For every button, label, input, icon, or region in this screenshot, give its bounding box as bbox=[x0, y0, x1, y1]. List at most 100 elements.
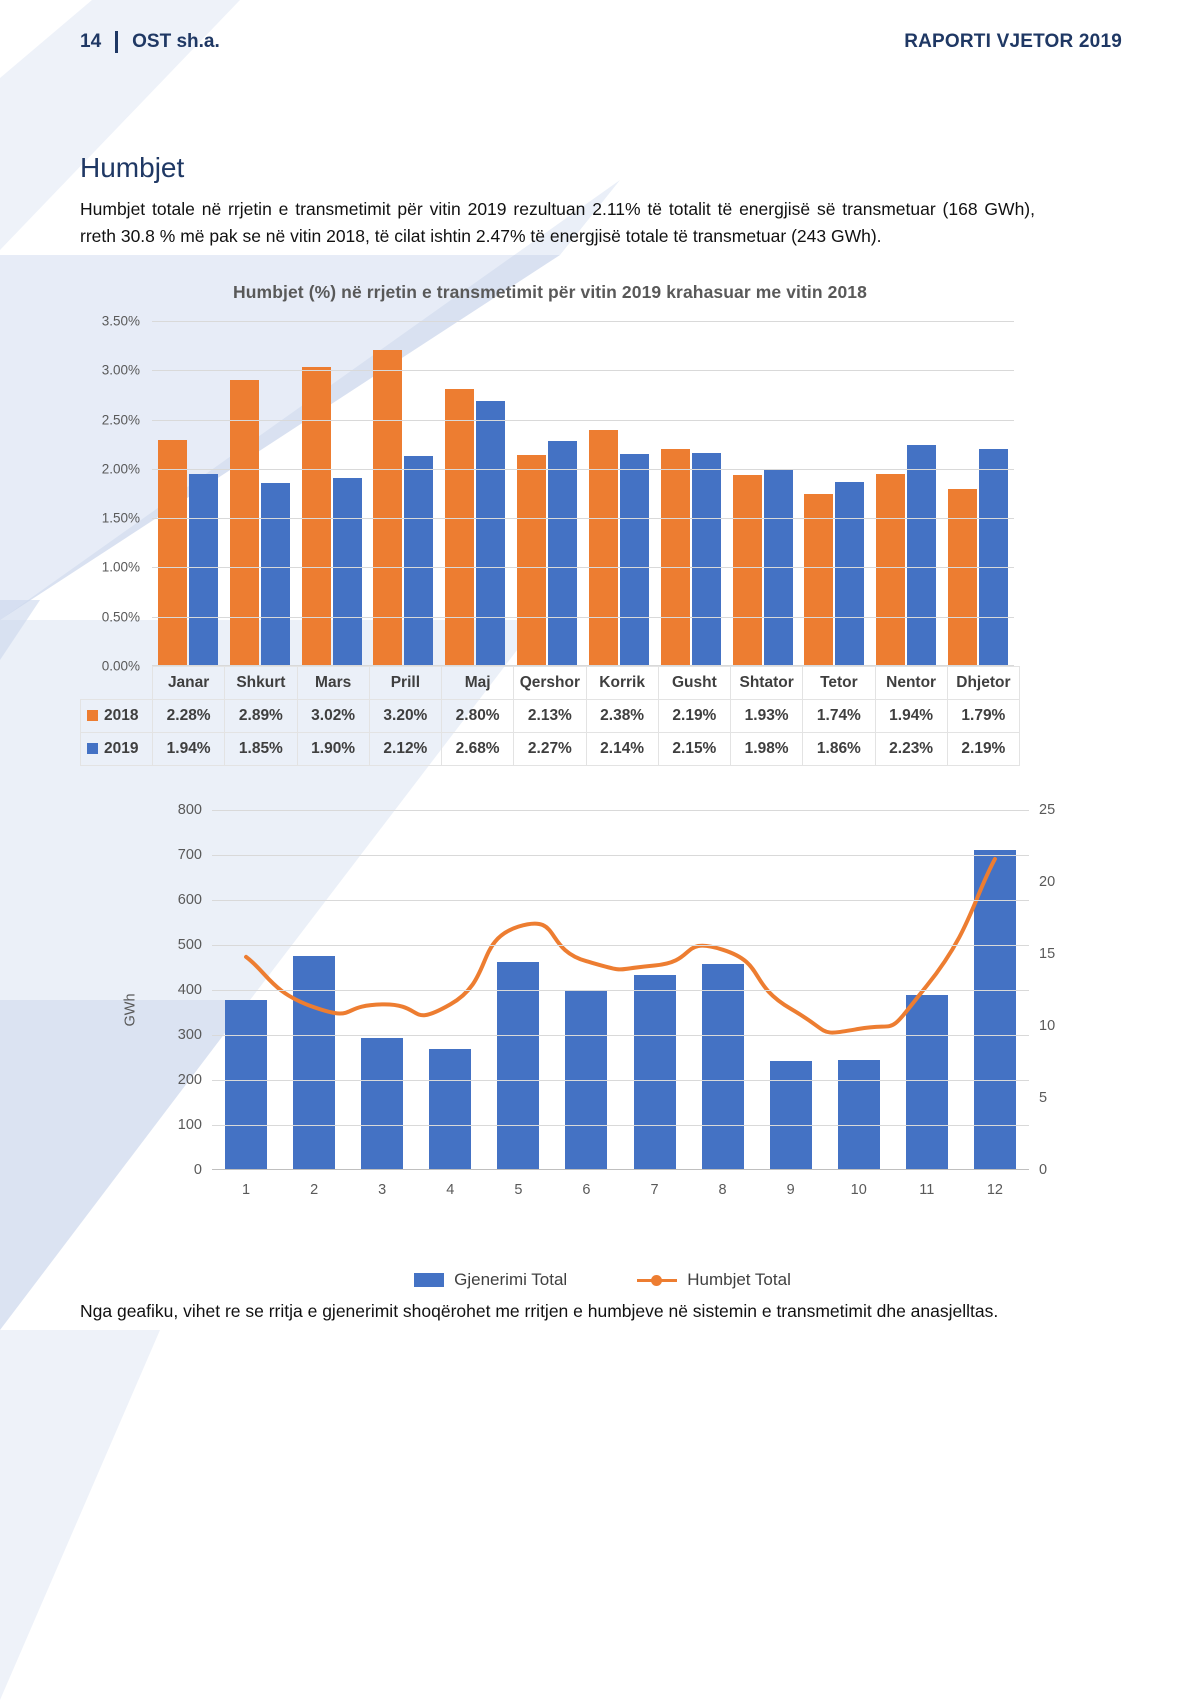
chart1-bar-2019 bbox=[260, 482, 290, 665]
chart1-bar-2018 bbox=[445, 389, 475, 665]
table-cell: 2.28% bbox=[151, 699, 226, 733]
table-cell: 1.93% bbox=[729, 699, 804, 733]
chart1-bar-2018 bbox=[229, 380, 259, 665]
chart2-category-group bbox=[348, 810, 416, 1170]
table-cell: 2.89% bbox=[224, 699, 298, 733]
chart2-y2-tick: 15 bbox=[1039, 946, 1056, 962]
chart1-bar-2019 bbox=[548, 441, 578, 665]
table-cell: 3.20% bbox=[368, 699, 443, 733]
chart1-bar-2018 bbox=[157, 440, 187, 665]
table-cell: 1.74% bbox=[802, 699, 876, 733]
chart1-gridline bbox=[152, 518, 1014, 520]
legend-swatch-line-icon bbox=[637, 1273, 678, 1287]
chart1-gridline bbox=[152, 419, 1014, 421]
chart1-bar-2019 bbox=[619, 454, 649, 665]
chart2-x-tick: 12 bbox=[986, 1182, 1003, 1198]
chart2-category-group bbox=[620, 810, 688, 1170]
table-column-header: Shkurt bbox=[224, 666, 298, 700]
chart1-category-group bbox=[798, 321, 870, 665]
header-left-group: 14 OST sh.a. bbox=[80, 31, 220, 53]
table-cell: 2.12% bbox=[368, 732, 443, 766]
legend-swatch-icon bbox=[87, 743, 98, 755]
chart2-x-tick: 11 bbox=[919, 1182, 935, 1198]
chart1-gridline bbox=[152, 370, 1014, 372]
chart2-y-tick: 300 bbox=[177, 1027, 202, 1043]
chart2-bar bbox=[905, 994, 948, 1170]
page-header: 14 OST sh.a. RAPORTI VJETOR 2019 bbox=[80, 22, 1122, 62]
chart2-gridline bbox=[212, 900, 1029, 901]
table-row-label-2019: 2019 bbox=[80, 732, 153, 766]
chart2-line-path bbox=[244, 856, 997, 1035]
table-cell: 1.90% bbox=[296, 732, 370, 766]
chart1-category-group bbox=[367, 321, 439, 665]
chart1-y-axis: 3.50% 3.00% 2.50% 2.00% 1.50% 1.00% 0.50% 0.00% bbox=[80, 314, 148, 674]
table-row-label-2018: 2018 bbox=[80, 699, 153, 733]
chart-losses-percent: Humbjet (%) në rrjetin e transmetimit pë… bbox=[80, 268, 1021, 788]
chart2-bar bbox=[361, 1037, 404, 1170]
chart2-line-series bbox=[244, 856, 997, 1035]
chart2-y-tick: 800 bbox=[177, 802, 202, 818]
chart1-bar-2019 bbox=[188, 473, 218, 665]
page-number: 14 bbox=[80, 31, 102, 52]
chart2-y-tick: 200 bbox=[177, 1072, 202, 1088]
intro-paragraph: Humbjet totale në rrjetin e transmetimit… bbox=[80, 199, 1035, 246]
chart1-gridline bbox=[152, 616, 1014, 618]
chart1-category-group bbox=[727, 321, 799, 665]
chart1-bar-2019 bbox=[404, 456, 434, 665]
chart2-x-axis-labels: 1 2 3 4 5 6 7 8 9 10 11 12 bbox=[212, 1182, 1029, 1198]
table-cell: 1.98% bbox=[729, 732, 804, 766]
chart1-bar-2019 bbox=[835, 481, 865, 665]
chart1-category-group bbox=[942, 321, 1014, 665]
table-row: 2018 2.28% 2.89% 3.02% 3.20% 2.80% 2.13% 2.38% 2… bbox=[80, 699, 1021, 733]
legend-label-humbjet: Humbjet Total bbox=[687, 1270, 791, 1289]
chart1-y-tick: 2.00% bbox=[101, 461, 140, 477]
table-cell: 2.23% bbox=[874, 732, 948, 766]
chart1-category-group bbox=[655, 321, 727, 665]
header-divider-bar bbox=[115, 31, 119, 53]
table-row: 2019 1.94% 1.85% 1.90% 2.12% 2.68% 2.27% 2.14% 2… bbox=[80, 732, 1021, 766]
table-cell: 2.80% bbox=[440, 699, 515, 733]
chart2-category-group bbox=[893, 810, 961, 1170]
chart2-gridline bbox=[212, 855, 1029, 856]
chart2-legend: Gjenerimi Total Humbjet Total bbox=[80, 1270, 1125, 1290]
table-cell: 1.94% bbox=[151, 732, 226, 766]
chart1-plot bbox=[152, 321, 1014, 666]
chart2-y-tick: 700 bbox=[177, 847, 202, 863]
table-column-header: Gusht bbox=[657, 666, 732, 700]
chart1-data-table: Janar Shkurt Mars Prill Maj Qershor Korrik Gush… bbox=[80, 666, 1021, 766]
table-cell: 2.38% bbox=[585, 699, 659, 733]
chart2-x-tick: 1 bbox=[242, 1182, 251, 1198]
chart2-category-group bbox=[825, 810, 893, 1170]
chart2-gridline bbox=[212, 1125, 1029, 1126]
table-column-header: Mars bbox=[296, 666, 370, 700]
table-column-header: Shtator bbox=[729, 666, 804, 700]
table-column-header: Janar bbox=[151, 666, 226, 700]
losses-table: Janar Shkurt Mars Prill Maj Qershor Korrik Gush… bbox=[80, 666, 1021, 766]
chart2-y-tick: 400 bbox=[177, 982, 202, 998]
chart2-bar bbox=[701, 963, 744, 1170]
chart1-category-group bbox=[224, 321, 296, 665]
chart2-bar bbox=[769, 1061, 812, 1170]
chart1-category-group bbox=[152, 321, 224, 665]
chart2-x-tick: 8 bbox=[718, 1182, 727, 1198]
chart1-bar-2018 bbox=[301, 367, 331, 665]
chart2-category-group bbox=[689, 810, 757, 1170]
chart1-plot-area: 3.50% 3.00% 2.50% 2.00% 1.50% 1.00% 0.50% 0.00% bbox=[80, 314, 1020, 674]
table-column-header: Nentor bbox=[874, 666, 948, 700]
chart2-y-tick: 500 bbox=[177, 937, 202, 953]
chart1-bar-2018 bbox=[804, 493, 834, 665]
chart2-y2-tick: 5 bbox=[1039, 1090, 1048, 1106]
table-cell: 2.14% bbox=[585, 732, 659, 766]
chart1-bar-2019 bbox=[979, 449, 1009, 665]
chart2-y-tick: 100 bbox=[177, 1117, 202, 1133]
table-cell: 1.94% bbox=[874, 699, 948, 733]
chart1-y-tick: 3.50% bbox=[101, 313, 140, 329]
chart2-bar bbox=[633, 975, 676, 1170]
table-cell: 1.79% bbox=[946, 699, 1021, 733]
report-title: RAPORTI VJETOR 2019 bbox=[904, 31, 1122, 52]
chart1-category-group bbox=[511, 321, 583, 665]
table-cell: 1.86% bbox=[802, 732, 876, 766]
chart2-bar bbox=[973, 850, 1016, 1170]
chart1-bar-2018 bbox=[732, 474, 762, 665]
